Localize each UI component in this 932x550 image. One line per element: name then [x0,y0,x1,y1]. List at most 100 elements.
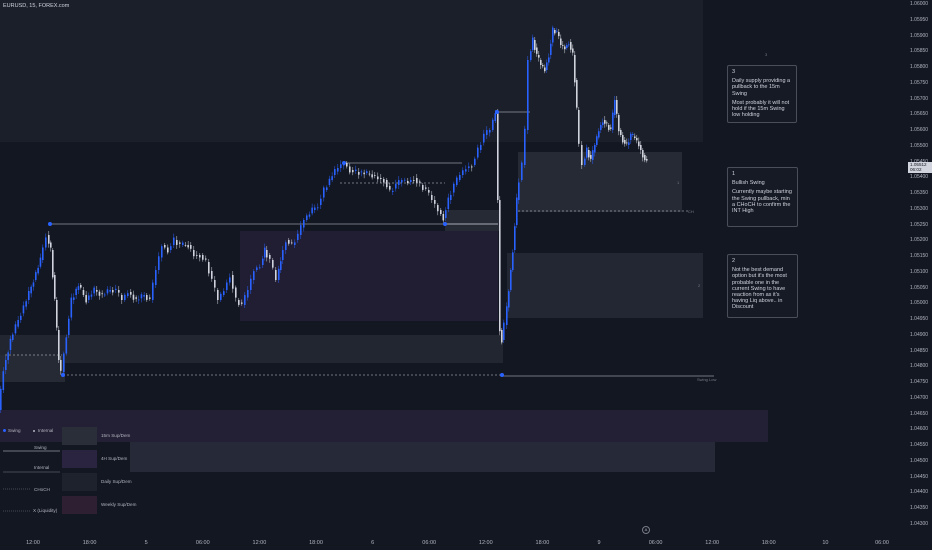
candle-body [121,295,123,300]
candle-body [63,353,65,372]
candle-body [618,115,620,132]
candle-body [52,250,54,278]
price-tick: 1.04900 [910,331,929,338]
candle-body [492,119,494,130]
candle-body [628,142,630,145]
candle-body [352,170,354,173]
candle-body [494,113,497,121]
candle-body [614,100,616,115]
price-tick: 1.04650 [910,410,929,417]
candle-body [642,150,644,158]
price-axis[interactable]: 1.06000 1.05950 1.05900 1.05850 1.05800 1.057… [908,0,932,537]
candle-body [285,242,287,250]
candle-body [360,171,363,173]
candle-body [398,180,400,185]
candle-body [50,242,52,248]
chart-canvas[interactable] [0,0,908,537]
candle-body [570,42,572,50]
price-tick: 1.05000 [910,300,929,307]
candle-body [320,198,322,205]
candle-body [355,169,357,171]
candle-body [135,297,137,299]
price-tick: 1.05200 [910,237,929,244]
price-tick: 1.05650 [910,111,929,118]
candle-body [374,175,376,176]
candle-body [179,242,181,244]
candle-body [182,242,184,245]
candle-body [266,250,268,258]
candle-body [346,163,348,167]
candle-body [229,277,231,283]
legend-zone-15m: 15m Sup/Dem [101,433,131,438]
candle-body [161,246,163,258]
candle-body [506,306,508,325]
candle-body [626,142,628,144]
candle-body [514,226,516,250]
swing-point-marker [342,161,346,165]
candle-body [407,181,409,184]
candle-body [366,171,368,173]
zone-15m-1 [518,152,682,212]
candle-body [306,215,308,220]
candle-body [272,260,274,268]
swatch-15m [62,427,97,445]
candle-body [483,133,485,143]
annotation-note-3[interactable]: 3 Daily supply providing a pullback to t… [727,65,797,123]
candle-body [602,122,604,125]
candle-body [205,258,207,260]
candle-body [554,30,556,34]
candle-body [489,130,491,133]
candle-body [572,48,574,53]
symbol-title[interactable]: EURUSD, 15, FOREX.com [3,3,70,9]
go-to-realtime-button[interactable]: A [642,526,650,534]
candle-body [32,282,35,287]
time-tick: 12:00 [252,540,267,546]
candle-body [410,180,412,182]
candle-body [232,275,234,289]
candle-body [588,150,590,158]
time-tick: 6 [371,540,375,546]
candle-body [542,65,544,67]
candle-body [604,120,606,124]
price-tick: 1.06000 [910,1,929,7]
legend-row-liquidity: X (Liquidity) [33,508,58,513]
legend-row-swing: Swing [34,445,47,450]
candle-body [124,294,126,300]
price-tick: 1.05700 [910,95,929,102]
candle-body [368,173,371,175]
candle-body [164,245,166,248]
annotation-note-2[interactable]: 2 Not the best demand option but it's th… [727,254,798,318]
candle-body [516,197,518,225]
price-tick: 1.04800 [910,363,929,370]
candle-body [311,207,313,214]
candle-body [193,250,195,257]
candle-body [581,145,583,165]
candle-body [574,55,576,83]
candle-body [14,324,17,334]
price-tick: 1.04850 [910,347,929,354]
candle-body [456,177,458,185]
candle-body [130,292,132,295]
candle-body [447,197,450,209]
price-tick: 1.05950 [910,16,929,23]
note-line: Currently maybe starting the Swing pullb… [732,189,792,215]
candle-body [214,280,216,288]
price-tick: 1.05150 [910,253,929,259]
candle-body [98,291,101,296]
candle-body [0,388,2,410]
candle-body [115,288,117,290]
annotation-note-1[interactable]: 1 Bullish Swing Currently maybe starting… [727,167,798,227]
swatch-daily [62,473,97,491]
time-tick: 18:00 [309,540,323,546]
candle-body [538,55,540,58]
time-tick: 06:00 [422,540,437,546]
chart-area[interactable] [0,0,908,537]
time-tick: 06:00 [648,540,663,546]
time-tick: 12:00 [705,540,720,546]
price-tick: 1.05450 [908,159,928,165]
time-axis[interactable]: 12:00 18:00 5 06:00 12:00 18:00 6 06:00 12:00 18:… [0,537,932,550]
candle-body [606,122,608,124]
candle-body [468,166,470,168]
candle-body [300,225,302,235]
price-tick: 1.04500 [910,457,929,464]
